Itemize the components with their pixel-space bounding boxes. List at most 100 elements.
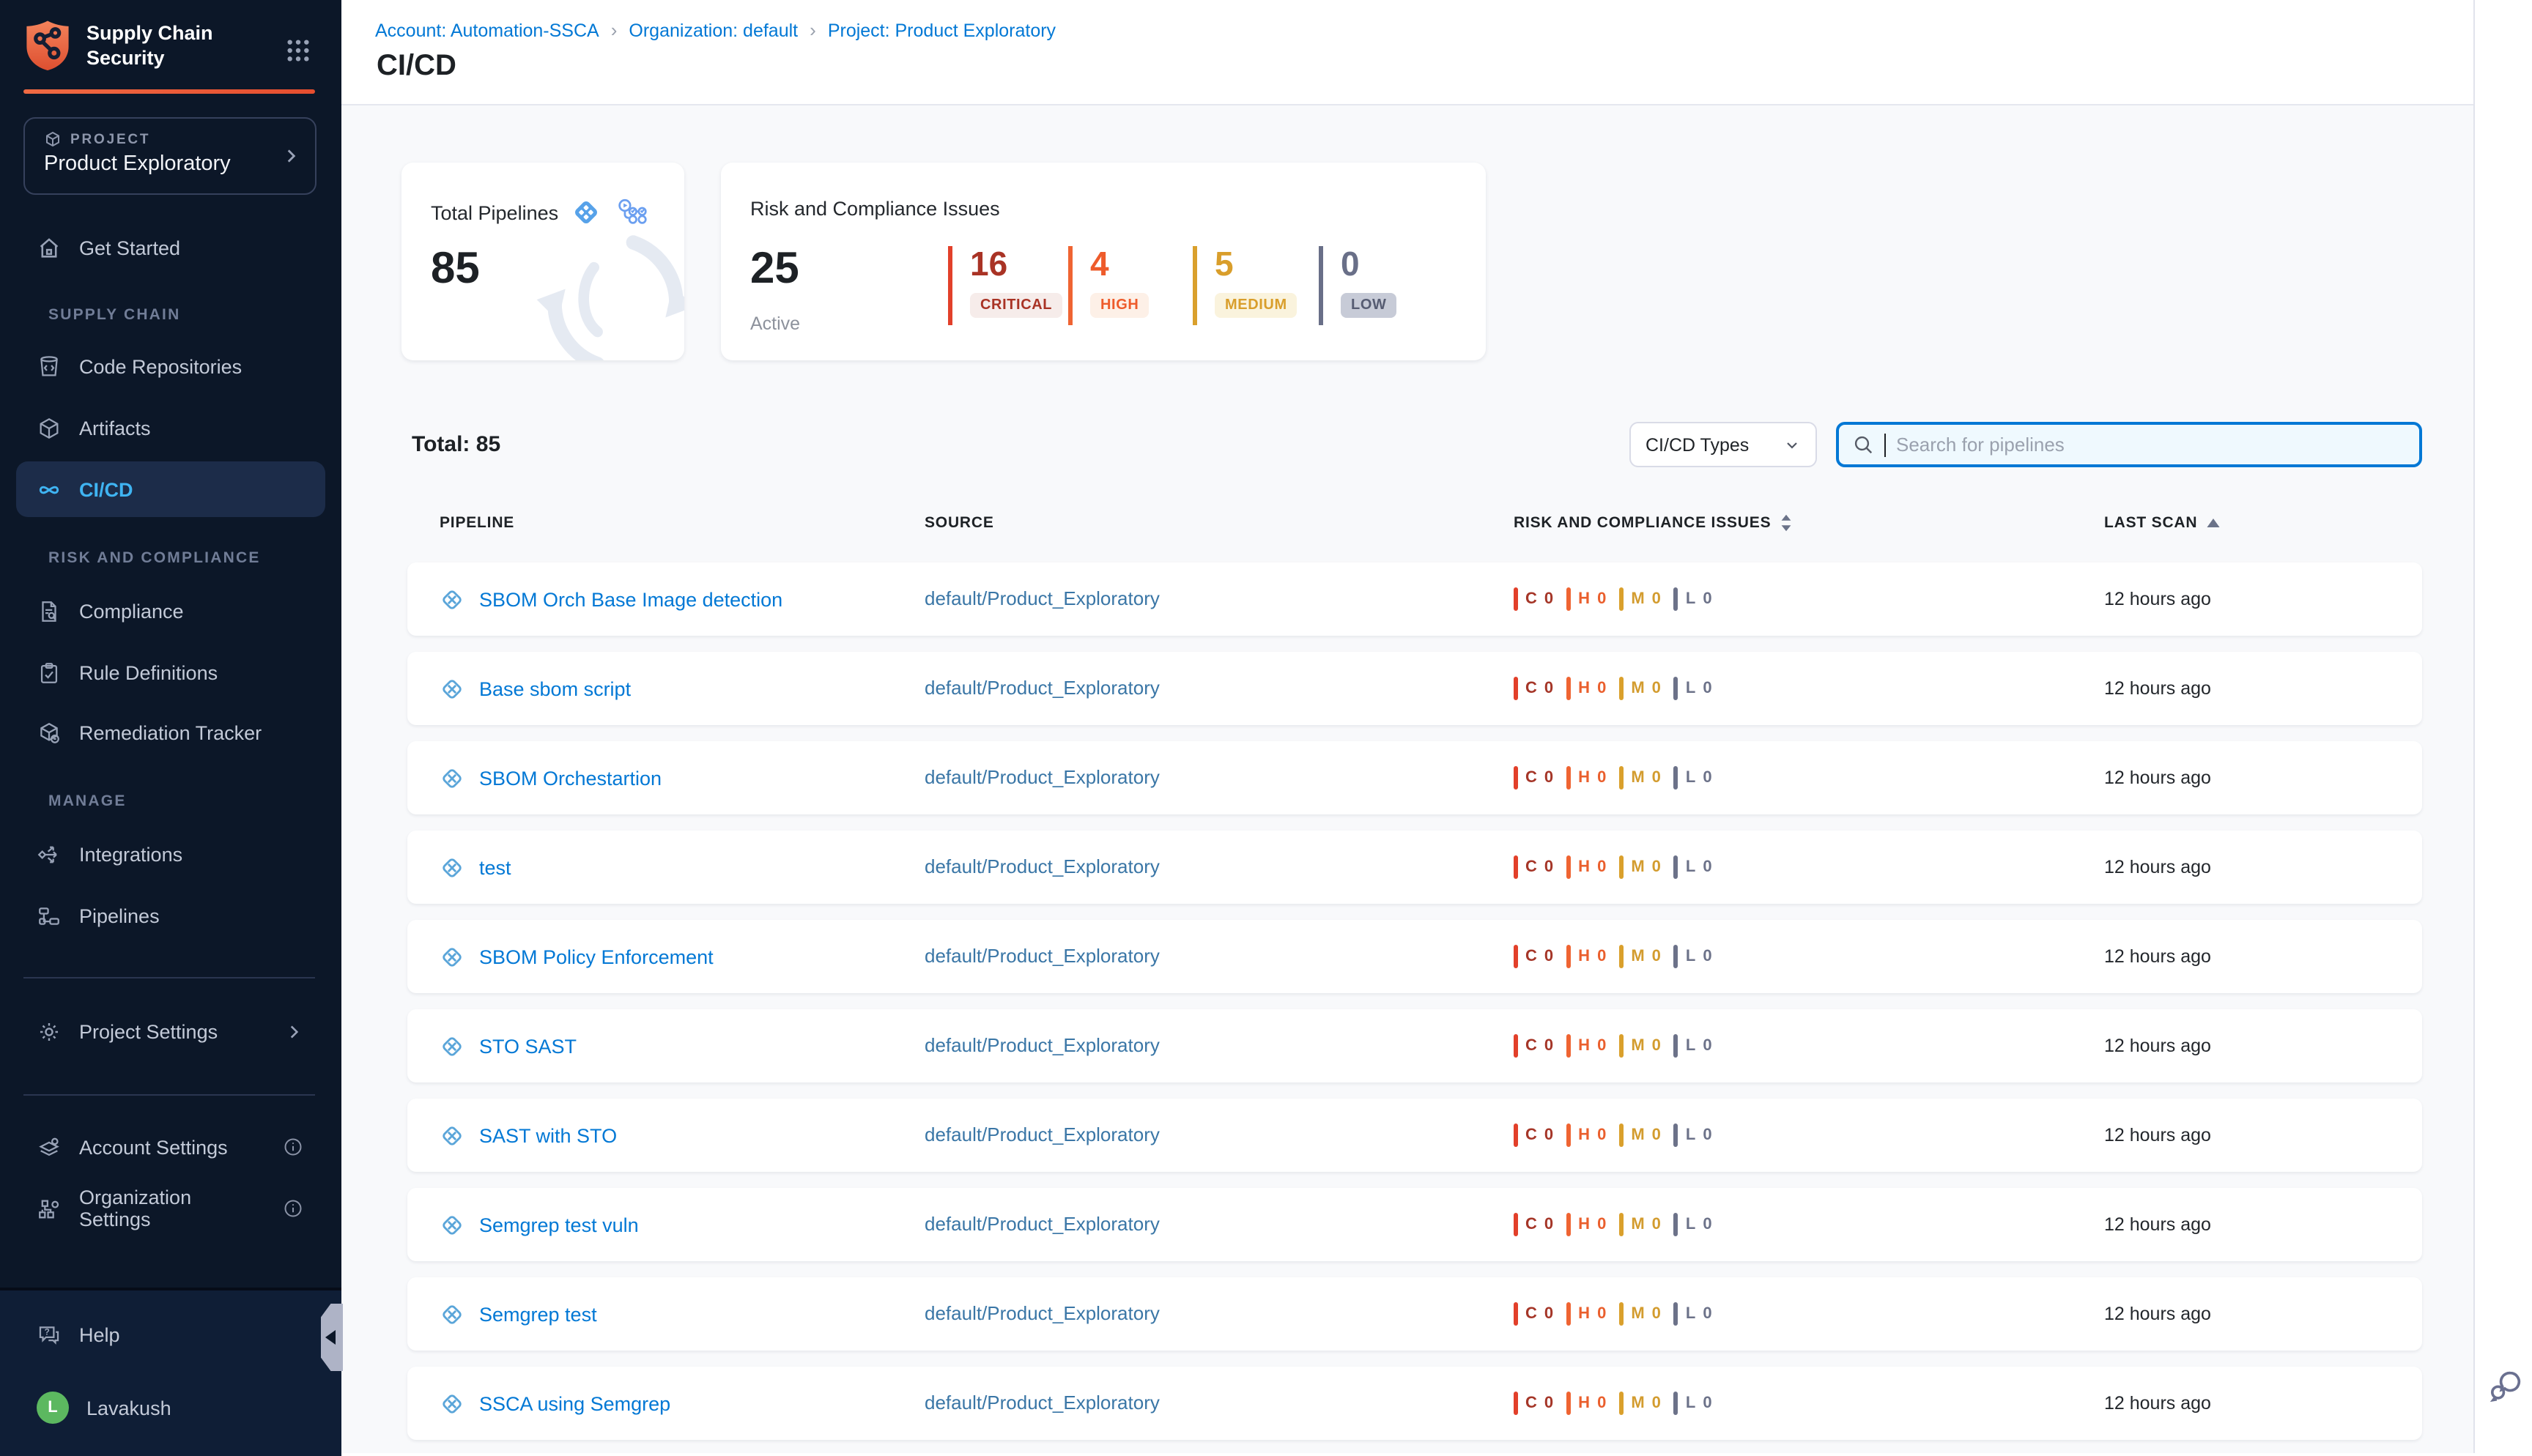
cycle-arrows-watermark-icon: [526, 214, 684, 360]
sort-updown-icon[interactable]: [1780, 514, 1791, 532]
pipeline-cell: test: [440, 831, 511, 904]
pipeline-cell: SBOM Orchestartion: [440, 741, 662, 814]
pipeline-diamond-icon: [440, 1033, 464, 1058]
column-last-scan[interactable]: LAST SCAN: [2104, 514, 2219, 532]
pipeline-diamond-icon: [440, 765, 464, 790]
pipeline-link[interactable]: Base sbom script: [479, 677, 632, 699]
pipeline-link[interactable]: Semgrep test vuln: [479, 1214, 639, 1236]
table-row[interactable]: SBOM Orchestartion default/Product_Explo…: [407, 741, 2422, 814]
column-risk-issues[interactable]: RISK AND COMPLIANCE ISSUES: [1514, 514, 1791, 532]
breadcrumb-org-link[interactable]: Organization: default: [629, 20, 799, 40]
sidebar-item-remediation-tracker[interactable]: Remediation Tracker: [0, 710, 341, 754]
sidebar-item-artifacts[interactable]: Artifacts: [0, 406, 341, 450]
total-pipelines-card: Total Pipelines 85: [401, 163, 684, 360]
info-icon[interactable]: [283, 1137, 303, 1157]
table-row[interactable]: Base sbom script default/Product_Explora…: [407, 652, 2422, 725]
sidebar-item-label: Organization Settings: [79, 1186, 192, 1230]
sidebar-item-label: Integrations: [79, 843, 183, 865]
sidebar-item-label: Project Settings: [79, 1020, 218, 1042]
sidebar-item-get-started[interactable]: Get Started: [0, 226, 341, 270]
sidebar-item-label: Code Repositories: [79, 355, 243, 377]
table-row[interactable]: Semgrep test vuln default/Product_Explor…: [407, 1188, 2422, 1261]
sidebar: Supply Chain Security PROJECT Product Ex…: [0, 0, 341, 1456]
sidebar-item-compliance[interactable]: Compliance: [0, 589, 341, 633]
pipeline-diamond-icon: [440, 587, 464, 612]
clipboard-check-icon: [37, 660, 62, 685]
sidebar-item-label: Compliance: [79, 600, 184, 622]
pipeline-link[interactable]: test: [479, 856, 511, 878]
pipeline-link[interactable]: Semgrep test: [479, 1303, 597, 1325]
pipeline-link[interactable]: SBOM Policy Enforcement: [479, 946, 714, 967]
critical-badge: CRITICAL: [970, 293, 1063, 318]
table-row[interactable]: SAST with STO default/Product_Explorator…: [407, 1099, 2422, 1172]
pipeline-link[interactable]: SBOM Orchestartion: [479, 767, 662, 789]
support-chat-icon[interactable]: [2487, 1367, 2525, 1405]
pipeline-diamond-icon: [440, 855, 464, 880]
search-input[interactable]: Search for pipelines: [1836, 422, 2422, 467]
sidebar-item-user[interactable]: L Lavakush: [0, 1386, 341, 1430]
pipeline-source: default/Product_Exploratory: [925, 1213, 1160, 1235]
sidebar-item-cicd[interactable]: CI/CD: [0, 467, 341, 511]
sidebar-item-project-settings[interactable]: Project Settings: [0, 1009, 341, 1053]
severity-critical: 16 CRITICAL: [948, 246, 1063, 325]
pipeline-diamond-icon: [440, 1123, 464, 1148]
table-row[interactable]: SBOM Orch Base Image detection default/P…: [407, 562, 2422, 636]
table-header: PIPELINE SOURCE RISK AND COMPLIANCE ISSU…: [407, 514, 2422, 543]
breadcrumb-project-link[interactable]: Project: Product Exploratory: [827, 20, 1056, 40]
sidebar-item-rule-definitions[interactable]: Rule Definitions: [0, 650, 341, 694]
app-switcher-grid-icon[interactable]: [286, 38, 311, 63]
sidebar-collapse-handle[interactable]: [321, 1304, 343, 1371]
last-scan: 12 hours ago: [2104, 1393, 2211, 1414]
sidebar-item-integrations[interactable]: Integrations: [0, 832, 341, 876]
breadcrumb-account-link[interactable]: Account: Automation-SSCA: [375, 20, 599, 40]
project-cube-icon: [44, 130, 62, 148]
pipeline-source: default/Product_Exploratory: [925, 1123, 1160, 1145]
pipeline-diamond-icon: [571, 198, 601, 227]
sidebar-item-account-settings[interactable]: Account Settings: [0, 1125, 341, 1169]
table-row[interactable]: SBOM Policy Enforcement default/Product_…: [407, 920, 2422, 993]
info-icon[interactable]: [283, 1198, 303, 1219]
pipeline-link[interactable]: SBOM Orch Base Image detection: [479, 588, 783, 610]
pipeline-cell: SBOM Orch Base Image detection: [440, 562, 782, 636]
sidebar-item-pipelines[interactable]: Pipelines: [0, 894, 341, 937]
pipeline-link[interactable]: SSCA using Semgrep: [479, 1392, 671, 1414]
help-chat-icon: ?: [37, 1322, 62, 1347]
low-count: 0: [1341, 245, 1360, 283]
section-supply-chain: SUPPLY CHAIN: [48, 306, 181, 324]
last-scan: 12 hours ago: [2104, 1125, 2211, 1145]
pipeline-link[interactable]: SAST with STO: [479, 1124, 618, 1146]
app-title: Supply Chain Security: [86, 22, 213, 69]
sidebar-item-code-repositories[interactable]: Code Repositories: [0, 344, 341, 388]
table-row[interactable]: SSCA using Semgrep default/Product_Explo…: [407, 1367, 2422, 1440]
pipeline-diamond-icon: [440, 944, 464, 969]
sidebar-item-help[interactable]: ? Help: [0, 1312, 341, 1356]
cicd-types-dropdown[interactable]: CI/CD Types: [1629, 422, 1817, 467]
avatar: L: [37, 1392, 69, 1424]
severity-low: 0 LOW: [1319, 245, 1397, 325]
pipeline-rows: SBOM Orch Base Image detection default/P…: [407, 562, 2422, 1440]
table-row[interactable]: Semgrep test default/Product_Exploratory…: [407, 1277, 2422, 1351]
section-manage: MANAGE: [48, 792, 127, 810]
project-selector[interactable]: PROJECT Product Exploratory: [23, 117, 316, 195]
sort-ascending-icon[interactable]: [2206, 519, 2219, 527]
sidebar-item-organization-settings[interactable]: Organization Settings: [0, 1186, 341, 1230]
pipeline-link[interactable]: STO SAST: [479, 1035, 577, 1057]
